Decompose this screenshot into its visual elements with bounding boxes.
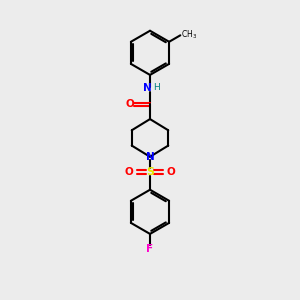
Text: S: S xyxy=(146,167,154,177)
Text: N: N xyxy=(143,83,152,93)
Text: CH$_3$: CH$_3$ xyxy=(182,28,198,41)
Text: O: O xyxy=(125,99,134,110)
Text: F: F xyxy=(146,244,154,254)
Text: N: N xyxy=(146,152,154,162)
Text: O: O xyxy=(125,167,134,177)
Text: O: O xyxy=(167,167,175,177)
Text: H: H xyxy=(153,83,160,92)
